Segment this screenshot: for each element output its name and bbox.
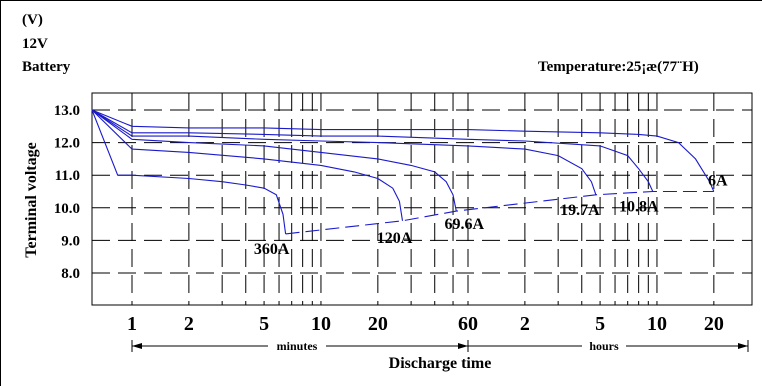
x-tick-label: 5	[259, 313, 269, 335]
x-tick-label: 2	[184, 313, 194, 335]
series-line	[91, 109, 715, 192]
series-label: 120A	[377, 230, 413, 247]
series-line	[91, 109, 287, 234]
x-tick-label: 10	[647, 313, 667, 335]
minutes-range: minutes	[131, 338, 469, 354]
x-tick-label: 20	[704, 313, 724, 335]
x-tick-label: 2	[520, 313, 530, 335]
series-labels: 360A 120A 69.6A 19.7A 10.8A 6A	[254, 173, 728, 258]
y-axis-label: Terminal voltage	[23, 142, 40, 257]
x-tick-label: 60	[458, 313, 478, 335]
y-tick-label: 10.0	[54, 201, 80, 217]
plot-area	[91, 92, 753, 306]
end-voltage-line	[285, 190, 714, 235]
minutes-label: minutes	[277, 339, 318, 353]
grid-lines	[92, 93, 752, 305]
series-label: 360A	[254, 241, 290, 258]
x-tick-label: 5	[595, 313, 605, 335]
series-label: 10.8A	[619, 199, 659, 216]
series-line	[91, 109, 404, 221]
series-line	[91, 109, 457, 212]
battery-label: Battery	[22, 59, 71, 75]
y-tick-label: 12.0	[54, 136, 80, 152]
battery-voltage-label: 12V	[22, 36, 48, 52]
hours-label: hours	[589, 339, 619, 353]
x-tick-label: 1	[127, 313, 137, 335]
series-group	[91, 109, 715, 235]
x-axis-label: Discharge time	[389, 355, 492, 372]
x-tick-label: 20	[368, 313, 388, 335]
hours-range: hours	[468, 338, 749, 354]
y-tick-label: 8.0	[61, 266, 80, 282]
y-tick-label: 9.0	[61, 233, 80, 249]
x-tick-label: 10	[311, 313, 331, 335]
series-label: 69.6A	[444, 216, 484, 233]
tick-labels: 13.0 12.0 11.0 10.0 9.0 8.0 1 2 5 10 20 60 2 5 10 20	[54, 103, 724, 335]
series-line	[91, 109, 654, 192]
series-label: 6A	[708, 173, 728, 190]
series-label: 19.7A	[560, 202, 600, 219]
temperature-label: Temperature:25¡æ(77¨H)	[538, 59, 699, 75]
y-tick-label: 13.0	[54, 103, 80, 119]
y-tick-label: 11.0	[55, 168, 80, 184]
series-line	[91, 109, 597, 195]
unit-label: (V)	[22, 12, 43, 28]
